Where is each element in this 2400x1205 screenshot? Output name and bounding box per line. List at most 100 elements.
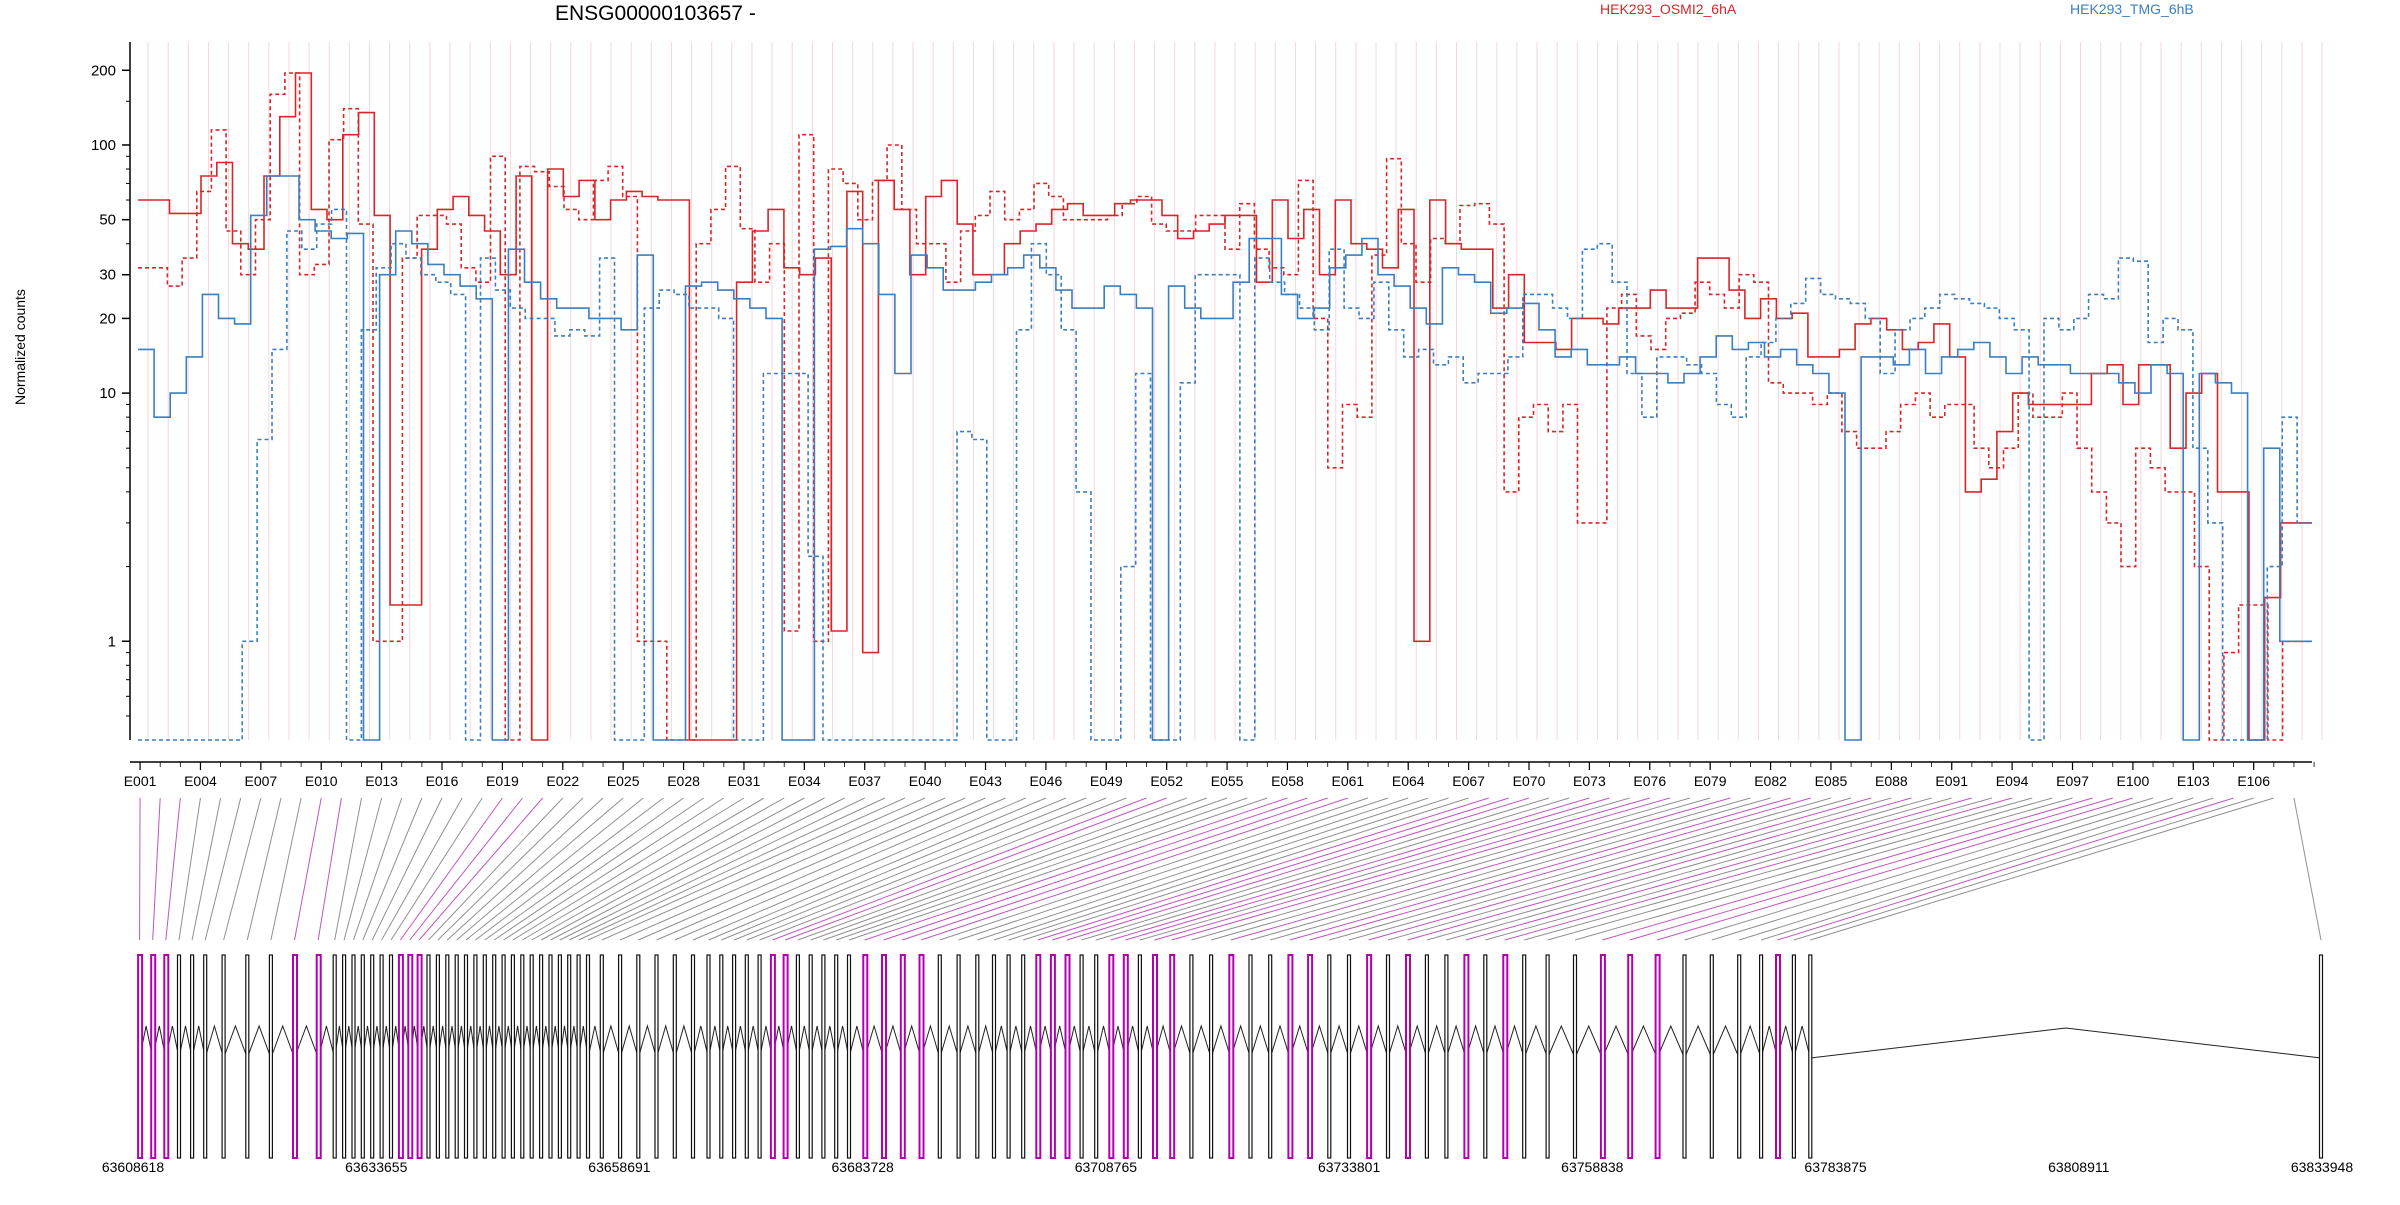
exon-connector [721, 798, 1066, 940]
exon-box [835, 955, 838, 1158]
exon-connector [1712, 798, 2173, 940]
exon-tick-label: E004 [184, 773, 217, 789]
y-tick-label: 100 [91, 137, 116, 154]
exon-connector [166, 798, 180, 940]
exon-tick-label: E001 [124, 773, 157, 789]
exon-box [957, 955, 960, 1158]
exon-box [976, 955, 979, 1158]
exon-box [474, 955, 477, 1158]
exon-tick-label: E025 [607, 773, 640, 789]
exon-box [1792, 955, 1795, 1158]
exon-box [758, 955, 761, 1158]
exon-box [1080, 955, 1083, 1158]
exon-connector [1407, 798, 1911, 940]
exon-box [361, 955, 364, 1158]
y-tick-label: 200 [91, 62, 116, 79]
exon-box [1628, 955, 1632, 1158]
exon-box [771, 955, 775, 1158]
exon-box [483, 955, 486, 1158]
exon-tick-label: E082 [1754, 773, 1787, 789]
exon-connector [760, 798, 1127, 940]
exon-connector [884, 798, 1308, 940]
exon-connector [675, 798, 1006, 940]
exon-box [1138, 955, 1141, 1158]
exon-connector [1739, 798, 2193, 940]
exon-box [455, 955, 458, 1158]
exon-connector [734, 798, 1086, 940]
exon-box [587, 955, 590, 1158]
y-tick-label: 10 [99, 385, 116, 402]
exon-connector [1388, 798, 1891, 940]
exon-box [2320, 955, 2323, 1158]
exon-tick-label: E007 [244, 773, 277, 789]
exon-tick-label: E091 [1935, 773, 1968, 789]
exon-connector [485, 798, 684, 940]
exon-connector [372, 798, 442, 940]
exon-connector [205, 798, 240, 940]
gene-model [138, 955, 2322, 1158]
exon-box [558, 955, 561, 1158]
series-line-0 [138, 73, 2312, 740]
y-tick-label: 1 [108, 633, 116, 650]
exon-connector [344, 798, 382, 940]
exon-box [390, 955, 393, 1158]
exon-tick-label: E061 [1331, 773, 1364, 789]
exon-tick-label: E097 [2056, 773, 2089, 789]
exon-tick-label: E049 [1090, 773, 1123, 789]
exon-box [502, 955, 505, 1158]
exon-connector [1630, 798, 2113, 940]
exon-box [1484, 955, 1487, 1158]
exon-box [493, 955, 496, 1158]
exon-box [222, 955, 225, 1158]
exon-connector [429, 798, 563, 940]
exon-box [1007, 955, 1010, 1158]
exon-box [796, 955, 799, 1158]
y-tick-label: 20 [99, 310, 116, 327]
exon-box [1776, 955, 1780, 1158]
exon-box [600, 955, 603, 1158]
genomic-tick-label: 63683728 [832, 1159, 895, 1175]
exon-connector-lines [140, 798, 2321, 940]
exon-connector [382, 798, 463, 940]
exon-box [343, 955, 346, 1158]
genomic-tick-label: 63608618 [102, 1159, 165, 1175]
exon-connector [391, 798, 482, 940]
exon-connector [1369, 798, 1872, 940]
exon-box [1269, 955, 1272, 1158]
exon-box [1683, 955, 1686, 1158]
exon-connector [410, 798, 523, 940]
exon-box [204, 955, 207, 1158]
exon-connector [940, 798, 1368, 940]
exon-box [1574, 955, 1577, 1158]
exon-connector [921, 798, 1348, 940]
exon-tick-label: E064 [1392, 773, 1425, 789]
exon-tick-label: E085 [1815, 773, 1848, 789]
exon-box [151, 955, 155, 1158]
exon-box [540, 955, 543, 1158]
y-axis-label: Normalized counts [12, 289, 28, 405]
exon-box [352, 955, 355, 1158]
exon-tick-label: E013 [365, 773, 398, 789]
exon-tick-label: E079 [1694, 773, 1727, 789]
exon-box [1738, 955, 1741, 1158]
genomic-tick-label: 63733801 [1318, 1159, 1381, 1175]
exon-tick-label: E037 [848, 773, 881, 789]
exon-connector [1125, 798, 1609, 940]
exon-connector [1794, 798, 2254, 940]
exon-box [446, 955, 449, 1158]
series-line-2 [138, 176, 2312, 740]
exon-tick-label: E052 [1150, 773, 1183, 789]
exon-box [901, 955, 905, 1158]
exon-tick-label: E031 [728, 773, 761, 789]
exon-box [1656, 955, 1660, 1158]
exon-box [1066, 955, 1070, 1158]
legend-entry-osmi2: HEK293_OSMI2_6hA [1600, 1, 1736, 17]
exon-box [784, 955, 788, 1158]
genomic-tick-label: 63633655 [345, 1159, 408, 1175]
exon-box [408, 955, 412, 1158]
exon-box [1124, 955, 1128, 1158]
exon-box [707, 955, 710, 1158]
chart-title: ENSG00000103657 - [555, 2, 756, 26]
exon-connector [153, 798, 160, 940]
